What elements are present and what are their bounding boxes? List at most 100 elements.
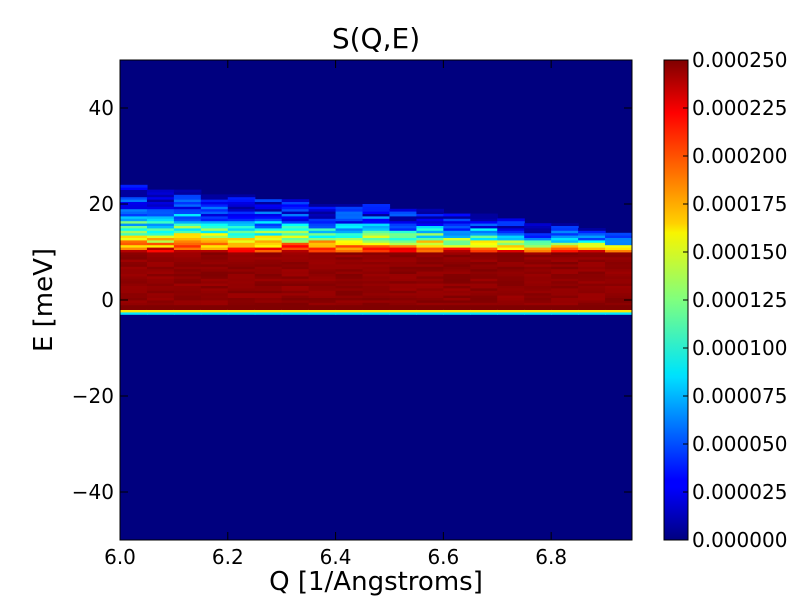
heatmap-cell <box>416 254 444 258</box>
heatmap-cell <box>120 194 148 198</box>
heatmap-cell <box>443 285 471 289</box>
heatmap-cell <box>605 254 632 258</box>
heatmap-cells <box>120 184 632 315</box>
heatmap-cell <box>120 278 148 282</box>
heatmap-cell <box>120 247 148 250</box>
heatmap-cell <box>362 259 391 262</box>
heatmap-cell <box>443 297 471 301</box>
heatmap-cell <box>389 295 418 298</box>
heatmap-cell <box>335 223 364 226</box>
heatmap-cell <box>146 302 175 306</box>
heatmap-cell <box>335 242 364 246</box>
heatmap-cell <box>227 307 256 310</box>
heatmap-cell <box>308 225 337 229</box>
heatmap-cell <box>308 242 337 246</box>
heatmap-cell <box>416 208 444 212</box>
heatmap-cell <box>200 266 229 270</box>
heatmap-cell <box>308 307 337 310</box>
heatmap-cell <box>524 307 552 310</box>
heatmap-cell <box>254 309 283 313</box>
heatmap-cell <box>362 252 391 255</box>
heatmap-cell <box>146 189 175 193</box>
heatmap-cell <box>335 278 364 282</box>
heatmap-cell <box>254 307 283 310</box>
heatmap-cell <box>308 276 337 279</box>
heatmap-cell <box>416 232 444 236</box>
heatmap-cell <box>362 283 391 286</box>
heatmap-cell <box>470 268 498 272</box>
heatmap-cell <box>227 204 256 207</box>
heatmap-cell <box>524 249 552 253</box>
heatmap-cell <box>362 206 391 210</box>
heatmap-cell <box>362 273 391 277</box>
heatmap-cell <box>335 259 364 262</box>
heatmap-cell <box>308 247 337 250</box>
heatmap-cell <box>524 312 552 315</box>
heatmap-cell <box>173 235 202 238</box>
heatmap-cell <box>578 312 606 315</box>
heatmap-cell <box>308 304 337 308</box>
heatmap-cell <box>173 230 202 234</box>
heatmap-cell <box>497 225 525 229</box>
heatmap-cell <box>254 288 283 291</box>
heatmap-cell <box>227 194 256 198</box>
heatmap-cell <box>308 312 337 315</box>
heatmap-cell <box>470 249 498 253</box>
heatmap-cell <box>578 285 606 289</box>
heatmap-cell <box>173 276 202 279</box>
heatmap-cell <box>308 204 337 207</box>
heatmap-cell <box>146 266 175 270</box>
heatmap-cell <box>120 192 148 195</box>
heatmap-cell <box>362 261 391 265</box>
heatmap-cell <box>470 312 498 315</box>
heatmap-cell <box>173 228 202 231</box>
heatmap-cell <box>389 237 418 241</box>
heatmap-cell <box>281 213 310 217</box>
heatmap-cell <box>605 309 632 313</box>
heatmap-cell <box>605 232 632 236</box>
heatmap-cell <box>308 290 337 294</box>
heatmap-cell <box>443 280 471 284</box>
heatmap-cell <box>497 261 525 265</box>
heatmap-cell <box>470 259 498 262</box>
heatmap-cell <box>200 218 229 222</box>
heatmap-cell <box>173 309 202 313</box>
heatmap-cell <box>254 271 283 274</box>
heatmap-cell <box>173 300 202 303</box>
heatmap-cell <box>200 283 229 286</box>
heatmap-cell <box>551 273 579 277</box>
heatmap-cell <box>389 220 418 224</box>
heatmap-cell <box>146 230 175 234</box>
heatmap-cell <box>470 309 498 313</box>
heatmap-cell <box>200 235 229 238</box>
heatmap-cell <box>254 297 283 301</box>
heatmap-cell <box>227 276 256 279</box>
heatmap-cell <box>146 290 175 294</box>
heatmap-cell <box>389 252 418 255</box>
heatmap-cell <box>227 201 256 205</box>
heatmap-cell <box>335 232 364 236</box>
heatmap-cell <box>605 235 632 238</box>
heatmap-cell <box>416 283 444 286</box>
heatmap-cell <box>551 223 579 226</box>
heatmap-cell <box>120 184 148 188</box>
heatmap-cell <box>605 261 632 265</box>
heatmap-cell <box>254 261 283 265</box>
heatmap-cell <box>200 230 229 234</box>
heatmap-cell <box>200 261 229 265</box>
heatmap-cell <box>443 266 471 270</box>
heatmap-cell <box>120 295 148 298</box>
heatmap-cell <box>254 285 283 289</box>
heatmap-cell <box>120 240 148 243</box>
heatmap-cell <box>200 307 229 310</box>
heatmap-cell <box>120 196 148 200</box>
heatmap-cell <box>443 232 471 236</box>
heatmap-cell <box>120 288 148 291</box>
heatmap-cell <box>362 235 391 238</box>
heatmap-cell <box>416 240 444 243</box>
heatmap-cell <box>227 211 256 214</box>
heatmap-cell <box>389 254 418 258</box>
heatmap-cell <box>227 304 256 308</box>
heatmap-cell <box>281 304 310 308</box>
heatmap-cell <box>173 223 202 226</box>
